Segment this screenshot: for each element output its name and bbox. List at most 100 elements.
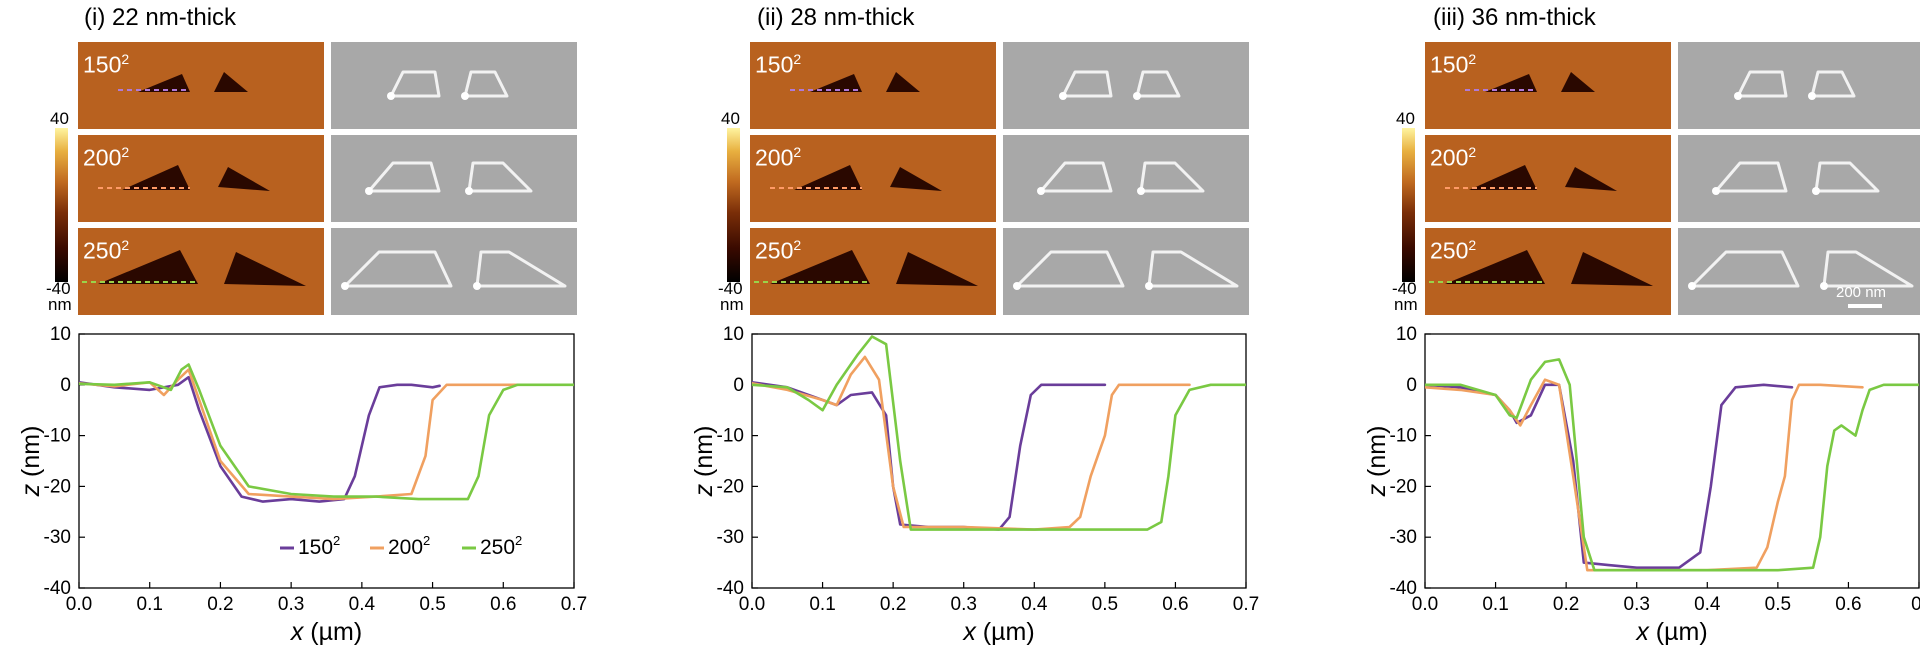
sem-outlines bbox=[1712, 161, 1880, 195]
sem-outlines bbox=[365, 161, 533, 195]
series-line bbox=[79, 363, 574, 501]
afm-triangle bbox=[794, 165, 862, 190]
sem-structure-outline bbox=[463, 70, 509, 98]
sem-tile bbox=[1003, 135, 1249, 222]
tile-size-label: 2002 bbox=[755, 139, 801, 171]
sem-tile bbox=[331, 135, 577, 222]
x-axis-var: x bbox=[290, 618, 305, 646]
x-tick-label: 0.6 bbox=[1162, 594, 1188, 615]
sem-structure-outline bbox=[1822, 250, 1914, 288]
x-tick-label: 0.2 bbox=[880, 594, 906, 615]
afm-triangles bbox=[98, 165, 270, 191]
sem-particle bbox=[473, 282, 481, 290]
afm-triangle bbox=[1565, 167, 1617, 191]
x-tick-label: 0.2 bbox=[207, 594, 233, 615]
sem-particle bbox=[1712, 187, 1720, 195]
tile-size-sup: 2 bbox=[1468, 237, 1477, 253]
afm-tile: 1502 bbox=[1425, 42, 1671, 129]
sem-tile bbox=[1678, 42, 1920, 129]
y-tick-label: -40 bbox=[1390, 578, 1417, 599]
x-tick-label: 0.1 bbox=[809, 594, 835, 615]
series-line bbox=[752, 355, 1191, 531]
afm-triangle bbox=[218, 167, 270, 191]
sem-particle bbox=[465, 187, 473, 195]
y-tick-label: -30 bbox=[1390, 527, 1417, 548]
sem-outlines bbox=[1734, 70, 1856, 100]
sem-particle bbox=[1820, 282, 1828, 290]
legend-label-base: 150 bbox=[298, 536, 333, 559]
afm-triangle bbox=[224, 252, 306, 286]
tile-size-base: 250 bbox=[755, 237, 794, 264]
y-tick-label: -40 bbox=[717, 578, 744, 599]
tile-size-label: 2502 bbox=[755, 232, 801, 264]
x-tick-label: 0.4 bbox=[349, 594, 376, 615]
series-line bbox=[752, 381, 1107, 531]
x-tick-label: 0.3 bbox=[1624, 594, 1650, 615]
x-axis-label: x (µm) bbox=[962, 618, 1034, 646]
y-tick-label: -10 bbox=[44, 426, 71, 447]
y-tick-label: -10 bbox=[1390, 426, 1417, 447]
tile-size-sup: 2 bbox=[793, 144, 802, 160]
sem-structure-outline bbox=[1135, 70, 1181, 98]
x-axis-unit: (µm) bbox=[976, 618, 1035, 646]
sem-structure-outline bbox=[367, 161, 441, 193]
x-axis-unit: (µm) bbox=[303, 618, 362, 646]
tile-size-label: 1502 bbox=[83, 46, 129, 78]
panel-title-i: (i) 22 nm-thick bbox=[84, 4, 237, 31]
x-tick-label: 0.7 bbox=[561, 594, 587, 615]
x-axis-unit: (µm) bbox=[1649, 618, 1708, 646]
panel-title-iii: (iii) 36 nm-thick bbox=[1433, 4, 1596, 31]
sem-structure-outline bbox=[475, 250, 567, 288]
afm-triangles bbox=[754, 250, 978, 286]
y-tick-label: 0 bbox=[733, 375, 744, 396]
sem-particle bbox=[387, 92, 395, 100]
x-axis-label: x (µm) bbox=[290, 618, 362, 646]
sem-structure-outline bbox=[1015, 250, 1125, 288]
tile-size-label: 2502 bbox=[83, 232, 129, 264]
y-axis-unit: (nm) bbox=[1363, 426, 1391, 484]
colorbar-unit: nm bbox=[1394, 295, 1418, 314]
afm-tile: 1502 bbox=[750, 42, 996, 129]
sem-particle bbox=[365, 187, 373, 195]
tile-size-base: 150 bbox=[83, 51, 122, 78]
afm-triangle bbox=[1571, 252, 1653, 286]
legend-label-sup: 2 bbox=[515, 533, 522, 548]
y-tick-label: -40 bbox=[44, 578, 71, 599]
sem-outlines bbox=[1688, 250, 1914, 290]
tile-size-label: 1502 bbox=[1430, 46, 1476, 78]
x-tick-label: 0.0 bbox=[739, 594, 765, 615]
tile-size-base: 150 bbox=[1430, 51, 1469, 78]
afm-triangle bbox=[138, 74, 190, 92]
series-line bbox=[1425, 378, 1864, 572]
y-tick-label: -30 bbox=[44, 527, 71, 548]
sem-structure-outline bbox=[1736, 70, 1788, 98]
sem-outlines bbox=[387, 70, 509, 100]
tile-size-base: 150 bbox=[755, 51, 794, 78]
tile-size-sup: 2 bbox=[793, 51, 802, 67]
x-tick-label: 0.5 bbox=[419, 594, 445, 615]
series-line bbox=[1425, 383, 1794, 569]
tile-size-sup: 2 bbox=[1468, 144, 1477, 160]
tile-size-base: 200 bbox=[83, 144, 122, 171]
x-tick-label: 0.3 bbox=[951, 594, 977, 615]
x-tick-label: 0.3 bbox=[278, 594, 304, 615]
y-tick-label: -10 bbox=[717, 426, 744, 447]
afm-triangle bbox=[1485, 74, 1537, 92]
tile-size-base: 250 bbox=[1430, 237, 1469, 264]
afm-triangle bbox=[1469, 165, 1537, 190]
sem-tile bbox=[1678, 135, 1920, 222]
x-tick-label: 0.2 bbox=[1553, 594, 1579, 615]
y-axis-var: z bbox=[690, 483, 718, 497]
y-tick-label: -20 bbox=[1390, 476, 1417, 497]
colorbar-i bbox=[55, 128, 68, 282]
sem-structure-outline bbox=[1139, 161, 1205, 193]
sem-particle bbox=[1808, 92, 1816, 100]
x-tick-label: 0.0 bbox=[66, 594, 92, 615]
afm-tile: 2002 bbox=[1425, 135, 1671, 222]
sem-particle bbox=[1013, 282, 1021, 290]
sem-particle bbox=[1688, 282, 1696, 290]
colorbar-bottom-label: -40 bbox=[46, 279, 71, 298]
afm-triangle bbox=[770, 250, 870, 284]
afm-triangles bbox=[1445, 165, 1617, 191]
sem-structure-outline bbox=[1810, 70, 1856, 98]
